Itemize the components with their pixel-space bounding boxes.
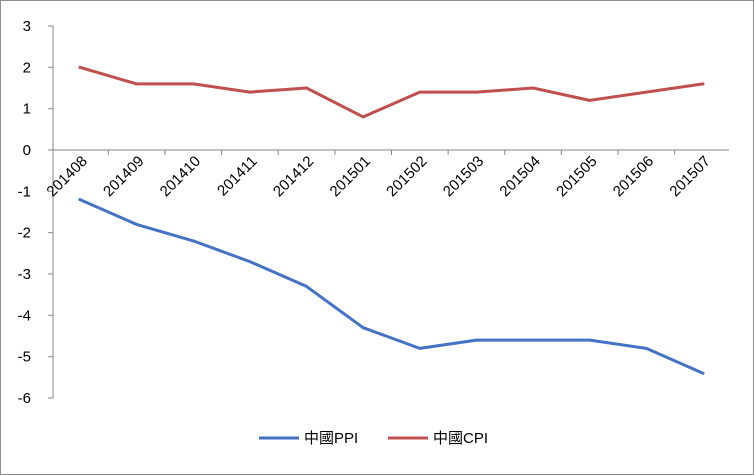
x-tick-label: 201409 <box>100 153 147 200</box>
legend-label: 中國PPI <box>304 430 358 447</box>
axes <box>48 25 729 399</box>
data-point <box>531 338 535 342</box>
x-tick-label: 201506 <box>610 153 657 200</box>
data-point <box>78 198 82 202</box>
data-point <box>248 90 252 94</box>
series-line-ppi <box>78 198 705 375</box>
y-tick-label: -1 <box>18 183 31 200</box>
data-point <box>191 239 195 243</box>
x-tick-labels: 201408 201409 201410 201411 201412 201501 2015… <box>43 153 713 200</box>
x-tick-label: 201505 <box>553 153 600 200</box>
x-tick-label: 201501 <box>327 153 374 200</box>
y-tick-label: 3 <box>23 18 31 35</box>
data-point <box>644 346 648 350</box>
data-point <box>531 86 535 90</box>
y-tick-label: 0 <box>23 142 31 159</box>
x-tick-label: 201503 <box>440 153 487 200</box>
data-point <box>361 115 365 119</box>
data-point <box>135 82 139 86</box>
data-point <box>418 346 422 350</box>
series-line-cpi <box>78 65 705 119</box>
x-tick-label: 201411 <box>214 153 261 200</box>
data-point <box>305 86 309 90</box>
data-point <box>701 371 705 375</box>
data-point <box>78 65 82 69</box>
data-point <box>361 326 365 330</box>
x-tick-label: 201507 <box>666 153 713 200</box>
x-tick-label: 201502 <box>383 153 430 200</box>
data-point <box>474 338 478 342</box>
data-point <box>588 338 592 342</box>
data-point <box>474 90 478 94</box>
legend: 中國PPI 中國CPI <box>259 430 488 447</box>
data-point <box>191 82 195 86</box>
data-point <box>418 90 422 94</box>
y-tick-label: -4 <box>18 307 31 324</box>
y-tick-labels: 3 2 1 0 -1 -2 -3 -4 -5 -6 <box>18 18 31 407</box>
data-point <box>644 90 648 94</box>
data-point <box>248 260 252 264</box>
y-tick-label: 2 <box>23 59 31 76</box>
x-tick-label: 201410 <box>157 153 204 200</box>
legend-label: 中國CPI <box>433 430 488 447</box>
data-point <box>305 284 309 288</box>
data-point <box>135 222 139 226</box>
data-point <box>701 82 705 86</box>
x-tick-label: 201408 <box>43 153 90 200</box>
x-tick-label: 201504 <box>496 153 543 200</box>
y-tick-label: -3 <box>18 266 31 283</box>
y-tick-label: -6 <box>18 390 31 407</box>
x-tick-label: 201412 <box>270 153 317 200</box>
y-tick-label: -5 <box>18 349 31 366</box>
y-tick-label: -2 <box>18 225 31 242</box>
series-lines <box>78 65 705 375</box>
y-tick-label: 1 <box>23 101 31 118</box>
data-point <box>588 98 592 102</box>
